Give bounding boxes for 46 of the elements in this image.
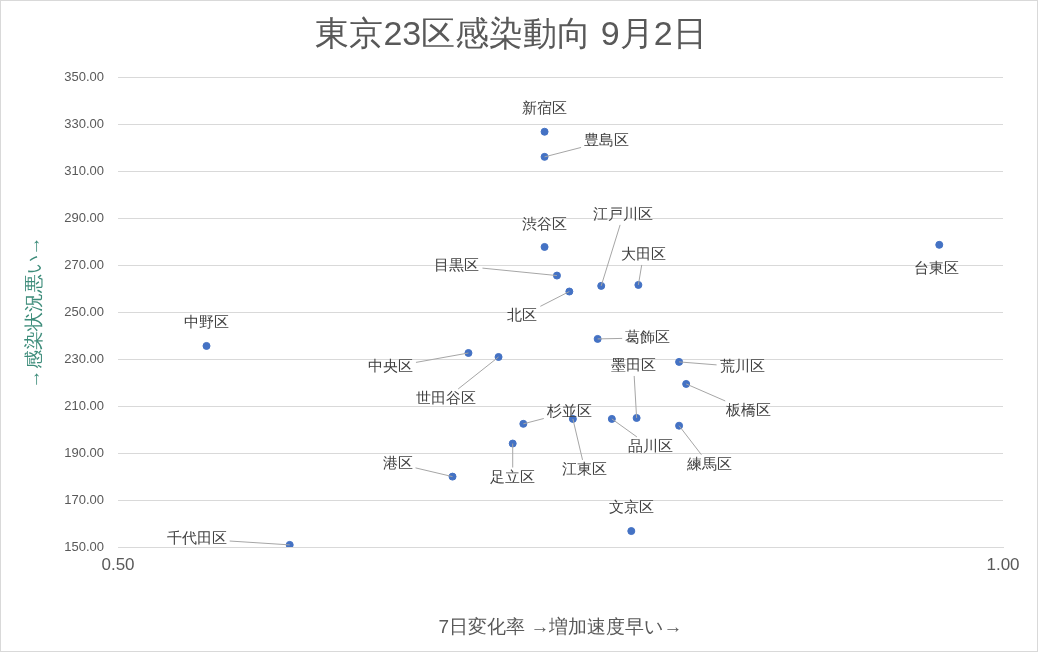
y-tick-label: 170.00 — [64, 491, 104, 507]
annotation: 文京区 — [608, 498, 654, 516]
annotation: 杉並区 — [545, 401, 592, 419]
annotation: 品川区 — [628, 437, 674, 455]
y-tick-label: 270.00 — [64, 257, 104, 273]
annotation: 台東区 — [913, 258, 959, 276]
annotation: 江戸川区 — [593, 205, 654, 223]
y-tick-label: 310.00 — [64, 163, 104, 179]
annotation: 渋谷区 — [522, 215, 568, 233]
point — [935, 240, 944, 249]
annotation: 練馬区 — [685, 454, 732, 472]
x-axis-title: 7日変化率 →増加速度早い→ — [438, 615, 683, 637]
point — [508, 439, 517, 448]
annotation: 墨田区 — [611, 356, 657, 374]
annotation: 北区 — [507, 305, 538, 323]
annotation: 大田区 — [620, 245, 666, 263]
y-tick-label: 290.00 — [64, 210, 104, 226]
annotation: 世田谷区 — [415, 389, 476, 407]
annotation: 目黒区 — [434, 255, 480, 273]
annotation: 葛飾区 — [625, 328, 671, 346]
annotation: 港区 — [382, 453, 413, 471]
x-tick-label: 1.00 — [986, 554, 1020, 574]
point — [607, 414, 616, 423]
y-tick-label: 250.00 — [64, 303, 104, 319]
y-tick-label: 190.00 — [64, 444, 104, 460]
annotation: 荒川区 — [719, 357, 765, 375]
annotation: 中央区 — [367, 357, 413, 375]
annotation: 中野区 — [184, 313, 229, 331]
y-tick-label: 330.00 — [64, 116, 104, 132]
point — [540, 242, 549, 251]
y-tick-label: 150.00 — [64, 538, 104, 554]
point — [202, 341, 211, 350]
x-tick-label: 0.50 — [101, 554, 135, 574]
point — [627, 527, 636, 536]
y-tick-label: 350.00 — [64, 69, 104, 85]
annotation: 江東区 — [562, 460, 608, 478]
y-axis-title: →感染状況悪い→ — [22, 236, 44, 389]
annotation: 板橋区 — [724, 401, 771, 419]
annotation: 足立区 — [490, 467, 536, 485]
annotation: 豊島区 — [584, 131, 630, 148]
y-tick-label: 230.00 — [64, 350, 104, 366]
annotation: 新宿区 — [522, 98, 568, 116]
chart-title: 東京23区感染動向 9月2日 — [315, 13, 707, 52]
y-tick-label: 210.00 — [64, 397, 104, 413]
point — [540, 127, 549, 136]
annotation: 千代田区 — [166, 529, 227, 547]
